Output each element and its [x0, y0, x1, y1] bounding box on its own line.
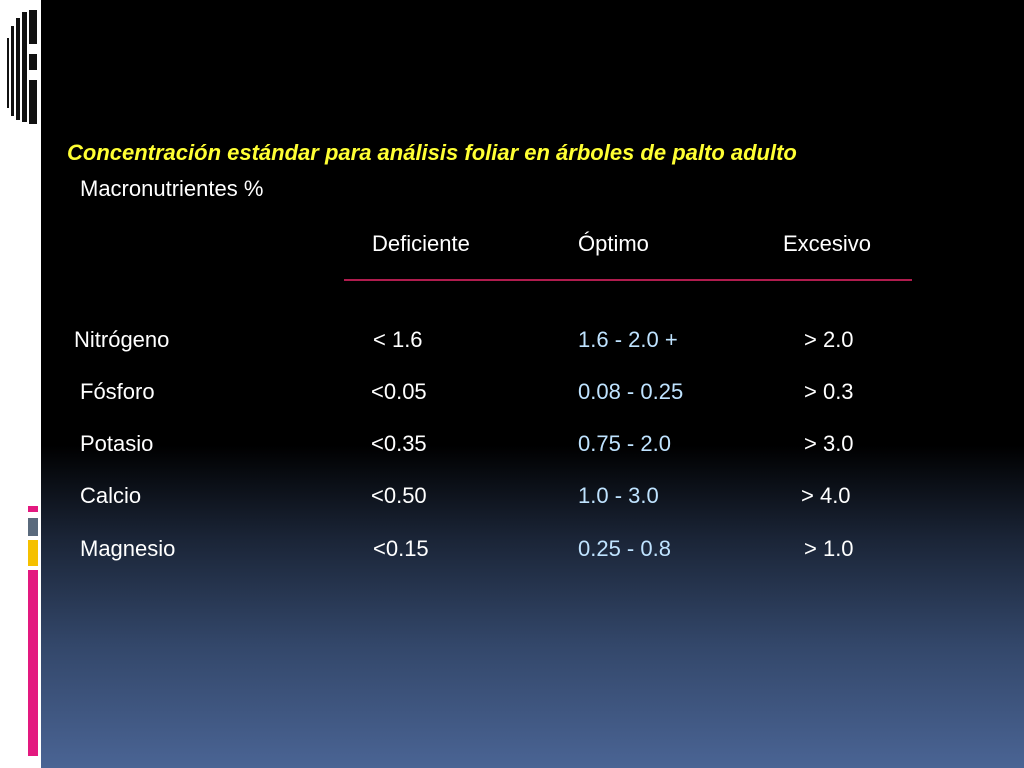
row-nutrient-name: Potasio — [80, 431, 154, 456]
row-excesivo-value: > 4.0 — [801, 483, 851, 508]
column-header-deficiente: Deficiente — [372, 231, 470, 256]
row-deficiente-value: <0.15 — [373, 536, 429, 561]
row-excesivo-value: > 1.0 — [804, 536, 854, 561]
left-decoration-strip — [0, 0, 41, 768]
row-optimo-value: 0.75 - 2.0 — [578, 431, 671, 456]
accent-bar-pink — [28, 570, 38, 756]
row-optimo-value: 0.08 - 0.25 — [578, 379, 684, 404]
row-deficiente-value: <0.35 — [371, 431, 427, 456]
slide-title: Concentración estándar para análisis fol… — [67, 140, 797, 165]
slide-subtitle: Macronutrientes % — [80, 176, 264, 201]
row-nutrient-name: Nitrógeno — [74, 327, 170, 352]
row-deficiente-value: <0.50 — [371, 483, 427, 508]
column-header-excesivo: Excesivo — [783, 231, 872, 256]
row-optimo-value: 1.0 - 3.0 — [578, 483, 659, 508]
row-deficiente-value: < 1.6 — [373, 327, 423, 352]
slide-logo-icon — [5, 10, 37, 124]
column-header-optimo: Óptimo — [578, 231, 649, 256]
accent-bar-yellow — [28, 540, 38, 566]
row-excesivo-value: > 2.0 — [804, 327, 854, 352]
accent-bar-pink-top — [28, 506, 38, 512]
row-nutrient-name: Magnesio — [80, 536, 176, 561]
row-optimo-value: 0.25 - 0.8 — [578, 536, 671, 561]
header-divider — [344, 279, 912, 281]
row-deficiente-value: <0.05 — [371, 379, 427, 404]
row-nutrient-name: Fósforo — [80, 379, 155, 404]
accent-bar-gray — [28, 518, 38, 536]
row-excesivo-value: > 0.3 — [804, 379, 854, 404]
row-nutrient-name: Calcio — [80, 483, 142, 508]
row-optimo-value: 1.6 - 2.0 + — [578, 327, 678, 352]
row-excesivo-value: > 3.0 — [804, 431, 854, 456]
